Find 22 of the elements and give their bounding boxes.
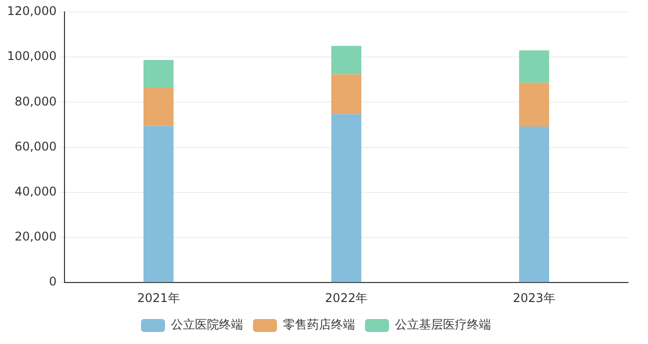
y-tick-label: 60,000	[14, 139, 57, 154]
legend-label: 公立基层医疗终端	[395, 318, 491, 332]
y-tick-label: 40,000	[14, 184, 57, 199]
y-tick-label: 0	[48, 274, 57, 289]
legend-label: 公立医院终端	[171, 318, 243, 332]
y-tick-label: 100,000	[7, 49, 57, 64]
bar	[143, 126, 174, 282]
y-tick-label: 20,000	[14, 230, 57, 244]
x-tick-label: 2021年	[137, 290, 180, 305]
bar	[519, 82, 550, 127]
bar	[519, 126, 550, 282]
bar	[331, 74, 362, 114]
bar	[331, 46, 362, 74]
bar	[519, 50, 550, 83]
x-tick-label: 2023年	[512, 290, 556, 305]
y-tick-label: 80,000	[14, 94, 57, 108]
y-tick-label: 120,000	[7, 4, 57, 18]
bar	[143, 60, 174, 88]
bar	[143, 88, 174, 126]
bar	[331, 114, 362, 282]
x-tick-label: 2022年	[325, 290, 368, 305]
legend-label: 零售药店终端	[283, 318, 355, 332]
